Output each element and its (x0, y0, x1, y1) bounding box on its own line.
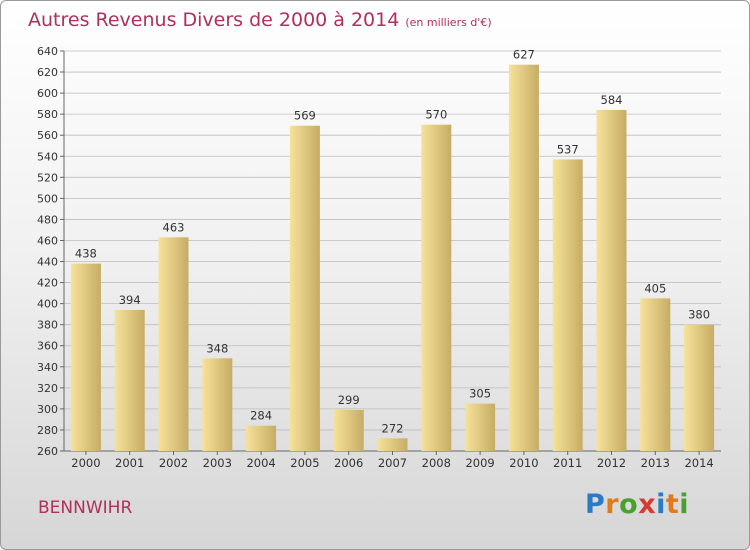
bar-value-label: 405 (644, 281, 666, 295)
bar (202, 358, 233, 451)
bar-value-label: 463 (163, 220, 185, 234)
y-tick-label: 380 (37, 319, 58, 332)
bar-value-label: 284 (250, 409, 272, 423)
bar (640, 298, 671, 451)
bar-value-label: 299 (338, 393, 360, 407)
x-tick-label: 2014 (684, 456, 713, 470)
logo-letter: i (656, 489, 666, 520)
y-tick-label: 580 (37, 108, 58, 121)
commune-name: BENNWIHR (38, 498, 133, 518)
bar-value-label: 272 (382, 421, 404, 435)
bars (70, 64, 715, 452)
y-tick-label: 600 (37, 87, 58, 100)
x-tick-label: 2008 (422, 456, 451, 470)
x-tick-label: 2007 (378, 456, 407, 470)
y-tick-label: 520 (37, 171, 58, 184)
bar (465, 403, 496, 451)
bar (158, 237, 189, 451)
logo-letter: t (665, 489, 680, 520)
y-tick-label: 400 (37, 298, 58, 311)
y-tick-label: 540 (37, 150, 58, 163)
bar (552, 159, 583, 451)
y-tick-label: 460 (37, 234, 58, 247)
y-tick-label: 420 (37, 277, 58, 290)
bar-value-label: 348 (206, 341, 228, 355)
chart-title-text: Autres Revenus Divers de 2000 à 2014 (28, 9, 400, 31)
bar-value-label: 627 (513, 48, 535, 62)
x-tick-label: 2004 (246, 456, 275, 470)
y-tick-label: 440 (37, 256, 58, 269)
y-tick-label: 640 (37, 45, 58, 58)
bar (70, 263, 101, 451)
proxiti-logo[interactable]: Proxiti (585, 489, 689, 520)
bar-value-label: 438 (75, 247, 97, 261)
bar-value-label: 394 (119, 293, 141, 307)
bar (333, 409, 364, 451)
y-tick-label: 480 (37, 213, 58, 226)
bar (508, 64, 539, 452)
y-tick-label: 260 (37, 445, 58, 458)
logo-letter: P (585, 489, 606, 520)
bar (289, 125, 320, 451)
y-tick-label: 500 (37, 192, 58, 205)
x-tick-label: 2013 (641, 456, 670, 470)
chart-subtitle: (en milliers d'€) (405, 16, 492, 29)
bar-value-label: 569 (294, 109, 316, 123)
logo-letter: r (605, 489, 620, 520)
x-tick-label: 2002 (159, 456, 188, 470)
bar (377, 438, 408, 451)
bar-value-label: 305 (469, 387, 491, 401)
x-tick-label: 2000 (71, 456, 100, 470)
bar-value-label: 570 (425, 108, 447, 122)
bar (684, 324, 715, 451)
x-tick-label: 2009 (465, 456, 494, 470)
bar-value-label: 584 (601, 93, 623, 107)
bar-value-label: 380 (688, 308, 710, 322)
y-tick-label: 320 (37, 382, 58, 395)
y-tick-label: 360 (37, 340, 58, 353)
logo-letter: o (619, 489, 639, 520)
bar (596, 109, 627, 452)
y-tick-label: 280 (37, 424, 58, 437)
y-tick-label: 560 (37, 129, 58, 142)
y-tick-label: 340 (37, 361, 58, 374)
bar (421, 124, 452, 452)
bar (246, 425, 277, 451)
logo-letter: i (679, 489, 690, 520)
y-tick-label: 620 (37, 66, 58, 79)
labels: 260 280 300 320 340 360 380 400 420 440 460 480 500 5… (37, 45, 714, 470)
x-tick-label: 2010 (509, 456, 538, 470)
chart-title: Autres Revenus Divers de 2000 à 2014 (en … (28, 9, 492, 31)
bar-value-label: 537 (557, 142, 579, 156)
x-tick-label: 2006 (334, 456, 363, 470)
logo-letter: x (638, 489, 657, 520)
x-tick-label: 2011 (553, 456, 582, 470)
x-tick-label: 2005 (290, 456, 319, 470)
x-tick-label: 2012 (597, 456, 626, 470)
x-tick-label: 2001 (115, 456, 144, 470)
y-tick-label: 300 (37, 403, 58, 416)
x-tick-label: 2003 (203, 456, 232, 470)
bar (114, 309, 145, 451)
